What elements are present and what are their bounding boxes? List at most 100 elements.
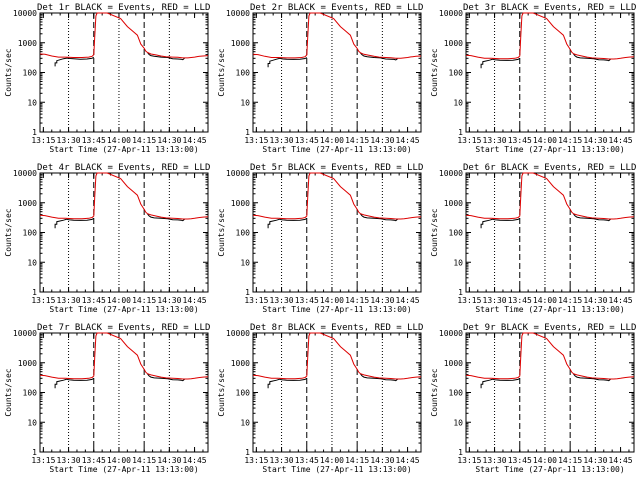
x-tick-label: 14:30 [583, 136, 607, 145]
series-line-events [54, 213, 185, 229]
axes-frame [39, 172, 209, 293]
axes-frame [465, 172, 635, 293]
x-tick-label: 14:15 [132, 136, 156, 145]
x-tick-label: 13:30 [483, 456, 507, 465]
y-tick-label: 1 [32, 448, 37, 457]
chart-panel-7: Det 7r BLACK = Events, RED = LLD 1 10 100 10… [4, 323, 210, 474]
chart-title: Det 6r BLACK = Events, RED = LLD [463, 163, 636, 173]
x-axis-label: Start Time (27-Apr-11 13:13:00) [49, 305, 198, 314]
y-tick-label: 1 [458, 128, 463, 137]
y-tick-label: 1 [245, 128, 250, 137]
series-line-events [480, 53, 611, 69]
y-tick-label: 10 [240, 98, 250, 107]
y-tick-label: 10 [453, 98, 463, 107]
chart-panel-5: Det 5r BLACK = Events, RED = LLD 1 10 100 10… [217, 163, 423, 314]
chart-title: Det 8r BLACK = Events, RED = LLD [250, 323, 423, 333]
x-tick-label: 14:30 [583, 456, 607, 465]
x-tick-label: 14:15 [345, 456, 369, 465]
series-line-events [480, 373, 611, 389]
x-tick-label: 13:15 [31, 296, 55, 305]
y-axis-label: Counts/sec [430, 48, 439, 96]
x-axis-label: Start Time (27-Apr-11 13:13:00) [475, 305, 624, 314]
y-tick-label: 100 [23, 229, 38, 238]
y-tick-label: 100 [236, 229, 251, 238]
series-line-lld [465, 12, 635, 60]
x-tick-label: 14:30 [157, 136, 181, 145]
series-line-events [54, 373, 185, 389]
x-tick-label: 14:45 [183, 296, 207, 305]
x-tick-label: 13:15 [244, 456, 268, 465]
chart-title: Det 5r BLACK = Events, RED = LLD [250, 163, 423, 173]
x-axis-label: Start Time (27-Apr-11 13:13:00) [475, 145, 624, 154]
x-tick-label: 13:30 [270, 296, 294, 305]
x-tick-label: 14:15 [558, 296, 582, 305]
chart-title: Det 4r BLACK = Events, RED = LLD [37, 163, 210, 173]
x-tick-label: 14:45 [183, 136, 207, 145]
y-axis-label: Counts/sec [217, 368, 226, 416]
x-tick-label: 13:45 [295, 456, 319, 465]
x-tick-label: 13:45 [82, 136, 106, 145]
series-line-events [267, 52, 398, 68]
x-tick-label: 14:45 [396, 456, 420, 465]
x-tick-label: 14:00 [107, 456, 131, 465]
y-tick-label: 1000 [444, 199, 463, 208]
y-tick-label: 1 [458, 448, 463, 457]
x-tick-label: 13:45 [295, 136, 319, 145]
x-tick-label: 14:15 [558, 136, 582, 145]
y-tick-label: 100 [236, 69, 251, 78]
x-tick-label: 14:15 [132, 456, 156, 465]
series-line-lld [39, 172, 209, 220]
y-tick-label: 1000 [231, 39, 250, 48]
y-tick-label: 10000 [439, 9, 463, 18]
x-tick-label: 14:45 [396, 296, 420, 305]
x-axis-label: Start Time (27-Apr-11 13:13:00) [49, 465, 198, 474]
y-tick-label: 10 [453, 258, 463, 267]
axes-frame [465, 332, 635, 453]
x-axis-label: Start Time (27-Apr-11 13:13:00) [49, 145, 198, 154]
x-tick-label: 13:45 [508, 296, 532, 305]
x-tick-label: 13:45 [508, 136, 532, 145]
series-line-lld [252, 172, 422, 220]
x-tick-label: 14:15 [132, 296, 156, 305]
x-tick-label: 14:00 [320, 456, 344, 465]
y-tick-label: 1000 [231, 199, 250, 208]
y-tick-label: 1000 [18, 199, 37, 208]
x-tick-label: 14:00 [320, 136, 344, 145]
axes-frame [39, 332, 209, 453]
x-tick-label: 14:30 [370, 296, 394, 305]
y-tick-label: 100 [23, 389, 38, 398]
chart-panel-2: Det 2r BLACK = Events, RED = LLD 1 10 100 10… [217, 3, 423, 154]
chart-panel-3: Det 3r BLACK = Events, RED = LLD 1 10 100 10… [430, 3, 636, 154]
x-tick-label: 13:15 [457, 456, 481, 465]
x-tick-label: 13:30 [57, 136, 81, 145]
y-tick-label: 10 [453, 418, 463, 427]
x-axis-label: Start Time (27-Apr-11 13:13:00) [262, 305, 411, 314]
y-tick-label: 1 [32, 288, 37, 297]
y-tick-label: 100 [449, 389, 464, 398]
chart-panel-6: Det 6r BLACK = Events, RED = LLD 1 10 100 10… [430, 163, 636, 314]
x-tick-label: 14:30 [157, 296, 181, 305]
chart-panel-8: Det 8r BLACK = Events, RED = LLD 1 10 100 10… [217, 323, 423, 474]
x-axis-label: Start Time (27-Apr-11 13:13:00) [262, 465, 411, 474]
y-tick-label: 10000 [13, 329, 37, 338]
chart-title: Det 3r BLACK = Events, RED = LLD [463, 3, 636, 13]
x-tick-label: 14:00 [107, 136, 131, 145]
y-tick-label: 10000 [226, 329, 250, 338]
y-tick-label: 100 [449, 69, 464, 78]
y-tick-label: 1 [32, 128, 37, 137]
x-tick-label: 13:45 [508, 456, 532, 465]
chart-title: Det 7r BLACK = Events, RED = LLD [37, 323, 210, 333]
y-tick-label: 1000 [18, 359, 37, 368]
x-tick-label: 14:45 [609, 136, 633, 145]
y-tick-label: 1000 [444, 39, 463, 48]
chart-panel-9: Det 9r BLACK = Events, RED = LLD 1 10 100 10… [430, 323, 636, 474]
y-tick-label: 10000 [226, 169, 250, 178]
y-tick-label: 10000 [439, 329, 463, 338]
y-tick-label: 10 [240, 418, 250, 427]
series-line-events [480, 213, 611, 229]
x-tick-label: 14:45 [609, 296, 633, 305]
y-tick-label: 1000 [231, 359, 250, 368]
x-tick-label: 13:30 [57, 456, 81, 465]
